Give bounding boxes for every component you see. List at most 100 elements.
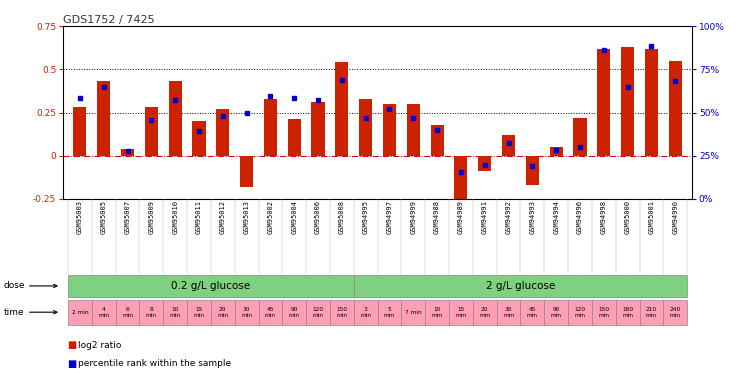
Bar bbox=[574, 118, 586, 156]
Bar bbox=[455, 156, 467, 202]
Text: GSM95005: GSM95005 bbox=[100, 200, 106, 234]
Bar bbox=[478, 156, 491, 171]
Bar bbox=[264, 99, 277, 156]
Text: 45
min: 45 min bbox=[527, 307, 538, 318]
Text: 4
min: 4 min bbox=[98, 307, 109, 318]
Bar bbox=[592, 300, 616, 325]
Text: GSM95008: GSM95008 bbox=[339, 200, 345, 234]
Bar bbox=[330, 300, 353, 325]
Bar bbox=[193, 121, 205, 156]
Bar bbox=[187, 300, 211, 325]
Bar bbox=[211, 300, 234, 325]
Text: 15
min: 15 min bbox=[455, 307, 466, 318]
Text: GSM94993: GSM94993 bbox=[530, 200, 536, 234]
Bar bbox=[240, 156, 253, 187]
Text: GSM95006: GSM95006 bbox=[315, 200, 321, 234]
Bar bbox=[377, 300, 402, 325]
Bar bbox=[163, 300, 187, 325]
Bar bbox=[97, 81, 110, 156]
Bar bbox=[139, 300, 163, 325]
Text: 20
min: 20 min bbox=[479, 307, 490, 318]
Bar bbox=[449, 300, 473, 325]
Text: 120
min: 120 min bbox=[574, 307, 586, 318]
Text: GSM94996: GSM94996 bbox=[577, 200, 583, 234]
Bar bbox=[121, 149, 134, 156]
Bar bbox=[288, 119, 301, 156]
Bar bbox=[669, 61, 682, 156]
Text: GDS1752 / 7425: GDS1752 / 7425 bbox=[63, 15, 155, 26]
Text: GSM94998: GSM94998 bbox=[601, 200, 607, 234]
Text: 2 min: 2 min bbox=[71, 310, 89, 315]
Text: GSM95009: GSM95009 bbox=[148, 200, 154, 234]
Text: GSM94999: GSM94999 bbox=[410, 200, 417, 234]
Bar bbox=[402, 300, 426, 325]
Text: 90
min: 90 min bbox=[551, 307, 562, 318]
Text: GSM94997: GSM94997 bbox=[386, 200, 393, 234]
Text: 5
min: 5 min bbox=[384, 307, 395, 318]
Text: GSM95002: GSM95002 bbox=[267, 200, 273, 234]
Text: ■: ■ bbox=[67, 340, 76, 350]
Bar bbox=[597, 49, 610, 156]
Bar bbox=[664, 300, 687, 325]
Text: 150
min: 150 min bbox=[336, 307, 347, 318]
Bar bbox=[92, 300, 115, 325]
Text: 10
min: 10 min bbox=[170, 307, 181, 318]
Text: 45
min: 45 min bbox=[265, 307, 276, 318]
Text: GSM95004: GSM95004 bbox=[291, 200, 298, 234]
Text: 240
min: 240 min bbox=[670, 307, 681, 318]
Bar bbox=[568, 300, 592, 325]
Text: GSM94990: GSM94990 bbox=[673, 200, 679, 234]
Text: GSM95010: GSM95010 bbox=[172, 200, 178, 234]
Text: 90
min: 90 min bbox=[289, 307, 300, 318]
Bar bbox=[616, 300, 640, 325]
Bar bbox=[359, 99, 372, 156]
Text: 15
min: 15 min bbox=[193, 307, 205, 318]
Bar bbox=[115, 300, 139, 325]
Text: GSM95007: GSM95007 bbox=[124, 200, 130, 234]
Text: GSM94989: GSM94989 bbox=[458, 200, 464, 234]
Text: dose: dose bbox=[4, 281, 25, 291]
Text: time: time bbox=[4, 308, 25, 317]
Bar bbox=[621, 47, 634, 156]
Bar bbox=[145, 107, 158, 156]
Bar bbox=[383, 104, 396, 156]
Bar bbox=[234, 300, 258, 325]
Text: 150
min: 150 min bbox=[598, 307, 609, 318]
Bar bbox=[336, 63, 348, 156]
Text: 6
min: 6 min bbox=[122, 307, 133, 318]
Text: GSM95011: GSM95011 bbox=[196, 200, 202, 234]
Text: GSM94991: GSM94991 bbox=[482, 200, 488, 234]
Text: 210
min: 210 min bbox=[646, 307, 657, 318]
Text: GSM95003: GSM95003 bbox=[77, 200, 83, 234]
Text: log2 ratio: log2 ratio bbox=[78, 340, 121, 350]
Text: 30
min: 30 min bbox=[503, 307, 514, 318]
Text: GSM95012: GSM95012 bbox=[219, 200, 225, 234]
Text: 0.2 g/L glucose: 0.2 g/L glucose bbox=[171, 281, 251, 291]
Bar bbox=[353, 300, 378, 325]
Text: 30
min: 30 min bbox=[241, 307, 252, 318]
Text: GSM95000: GSM95000 bbox=[625, 200, 631, 234]
Text: ■: ■ bbox=[67, 359, 76, 369]
Bar bbox=[74, 107, 86, 156]
Text: GSM94994: GSM94994 bbox=[554, 200, 559, 234]
Bar bbox=[407, 104, 420, 156]
Bar bbox=[217, 109, 229, 156]
Bar bbox=[68, 300, 92, 325]
Bar bbox=[306, 300, 330, 325]
Text: GSM94988: GSM94988 bbox=[434, 200, 440, 234]
Bar bbox=[312, 102, 324, 156]
Bar bbox=[282, 300, 306, 325]
Bar bbox=[473, 300, 497, 325]
Text: GSM95013: GSM95013 bbox=[243, 200, 249, 234]
Bar bbox=[640, 300, 664, 325]
Text: 8
min: 8 min bbox=[146, 307, 157, 318]
Text: percentile rank within the sample: percentile rank within the sample bbox=[78, 359, 231, 368]
Bar bbox=[258, 300, 282, 325]
Bar bbox=[521, 300, 545, 325]
Text: 10
min: 10 min bbox=[432, 307, 443, 318]
Bar bbox=[353, 275, 687, 297]
Bar bbox=[645, 49, 658, 156]
Bar bbox=[68, 275, 353, 297]
Bar bbox=[550, 147, 562, 156]
Text: 180
min: 180 min bbox=[622, 307, 633, 318]
